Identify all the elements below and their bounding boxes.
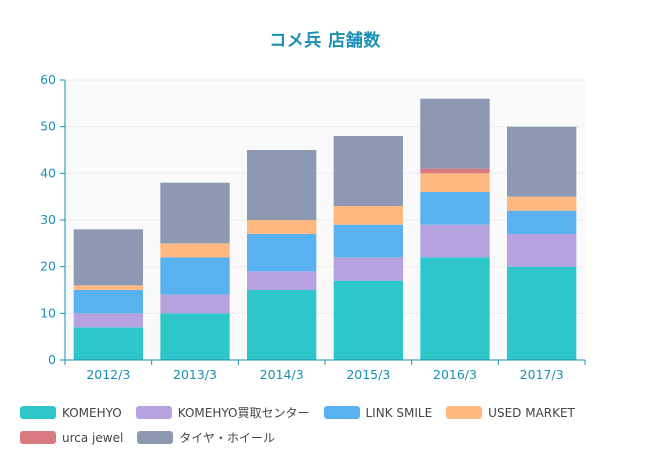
legend-swatch <box>446 406 483 419</box>
bar-segment[interactable] <box>73 327 143 360</box>
x-tick-label: 2012/3 <box>86 367 130 382</box>
bar-segment[interactable] <box>73 313 143 328</box>
bar-segment[interactable] <box>333 224 403 258</box>
y-tick-label: 60 <box>40 72 56 87</box>
bar-segment[interactable] <box>333 257 403 281</box>
bar-segment[interactable] <box>420 168 490 174</box>
y-tick-label: 50 <box>40 119 56 134</box>
legend-label: KOMEHYO買取センター <box>177 406 310 420</box>
y-tick-labels: 0 10 20 30 40 50 60 <box>40 72 65 367</box>
bar-segment[interactable] <box>247 220 317 234</box>
y-tick-label: 0 <box>48 352 56 367</box>
bar-segment[interactable] <box>160 182 230 244</box>
legend-item[interactable]: KOMEHYO <box>20 404 122 421</box>
bar-segment[interactable] <box>507 126 577 197</box>
x-tick-label: 2014/3 <box>260 367 304 382</box>
bar-segment[interactable] <box>420 257 490 360</box>
legend-swatch <box>137 431 174 444</box>
legend-label: タイヤ・ホイール <box>179 431 275 445</box>
legend-swatch <box>20 431 56 444</box>
x-tick-label: 2016/3 <box>433 367 477 382</box>
bar-segment[interactable] <box>247 234 317 272</box>
legend-label: LINK SMILE <box>365 405 433 420</box>
bar-segment[interactable] <box>160 243 230 258</box>
bar-segment[interactable] <box>420 224 490 258</box>
bars <box>73 98 577 360</box>
bar-segment[interactable] <box>73 229 143 286</box>
legend: KOMEHYO KOMEHYO買取センター LINK SMILE USED MARKE… <box>20 404 640 446</box>
bar-segment[interactable] <box>160 294 230 314</box>
y-tick-label: 30 <box>40 212 56 227</box>
legend-swatch <box>135 406 172 419</box>
x-tick-labels: 2012/3 2013/3 2014/3 2015/3 2016/3 2017/3 <box>64 360 586 382</box>
bar-segment[interactable] <box>333 280 403 360</box>
y-tick-label: 10 <box>40 305 56 320</box>
grid-lines <box>65 79 585 314</box>
legend-item[interactable]: LINK SMILE <box>323 404 433 421</box>
bar-segment[interactable] <box>420 192 490 225</box>
bar-segment[interactable] <box>160 257 230 295</box>
x-tick-label: 2013/3 <box>173 367 217 382</box>
bar-segment[interactable] <box>247 290 317 360</box>
bar-segment[interactable] <box>73 285 143 290</box>
x-tick-label: 2015/3 <box>346 367 390 382</box>
bar-segment[interactable] <box>420 173 490 192</box>
bar-segment[interactable] <box>160 313 230 360</box>
legend-label: KOMEHYO <box>62 405 122 420</box>
bar-segment[interactable] <box>507 266 577 360</box>
legend-swatch <box>323 406 360 419</box>
legend-item[interactable]: USED MARKET <box>446 404 575 421</box>
bar-segment[interactable] <box>507 210 577 234</box>
legend-label: USED MARKET <box>488 405 575 420</box>
bar-segment[interactable] <box>247 271 317 290</box>
bar-segment[interactable] <box>507 234 577 267</box>
bar-segment[interactable] <box>333 136 403 206</box>
bar-segment[interactable] <box>507 196 577 211</box>
legend-item[interactable]: urca jewel <box>20 429 123 446</box>
chart-title: コメ兵 店舗数 <box>269 31 381 51</box>
legend-item[interactable]: KOMEHYO買取センター <box>135 404 310 421</box>
bar-segment[interactable] <box>73 290 143 314</box>
y-tick-label: 20 <box>40 259 56 274</box>
legend-item[interactable]: タイヤ・ホイール <box>137 429 275 446</box>
bar-segment[interactable] <box>333 206 403 225</box>
x-tick-label: 2017/3 <box>520 367 564 382</box>
legend-label: urca jewel <box>62 430 124 445</box>
y-tick-label: 40 <box>40 165 56 180</box>
bar-segment[interactable] <box>247 150 317 220</box>
legend-swatch <box>20 406 56 419</box>
bar-segment[interactable] <box>420 98 490 169</box>
